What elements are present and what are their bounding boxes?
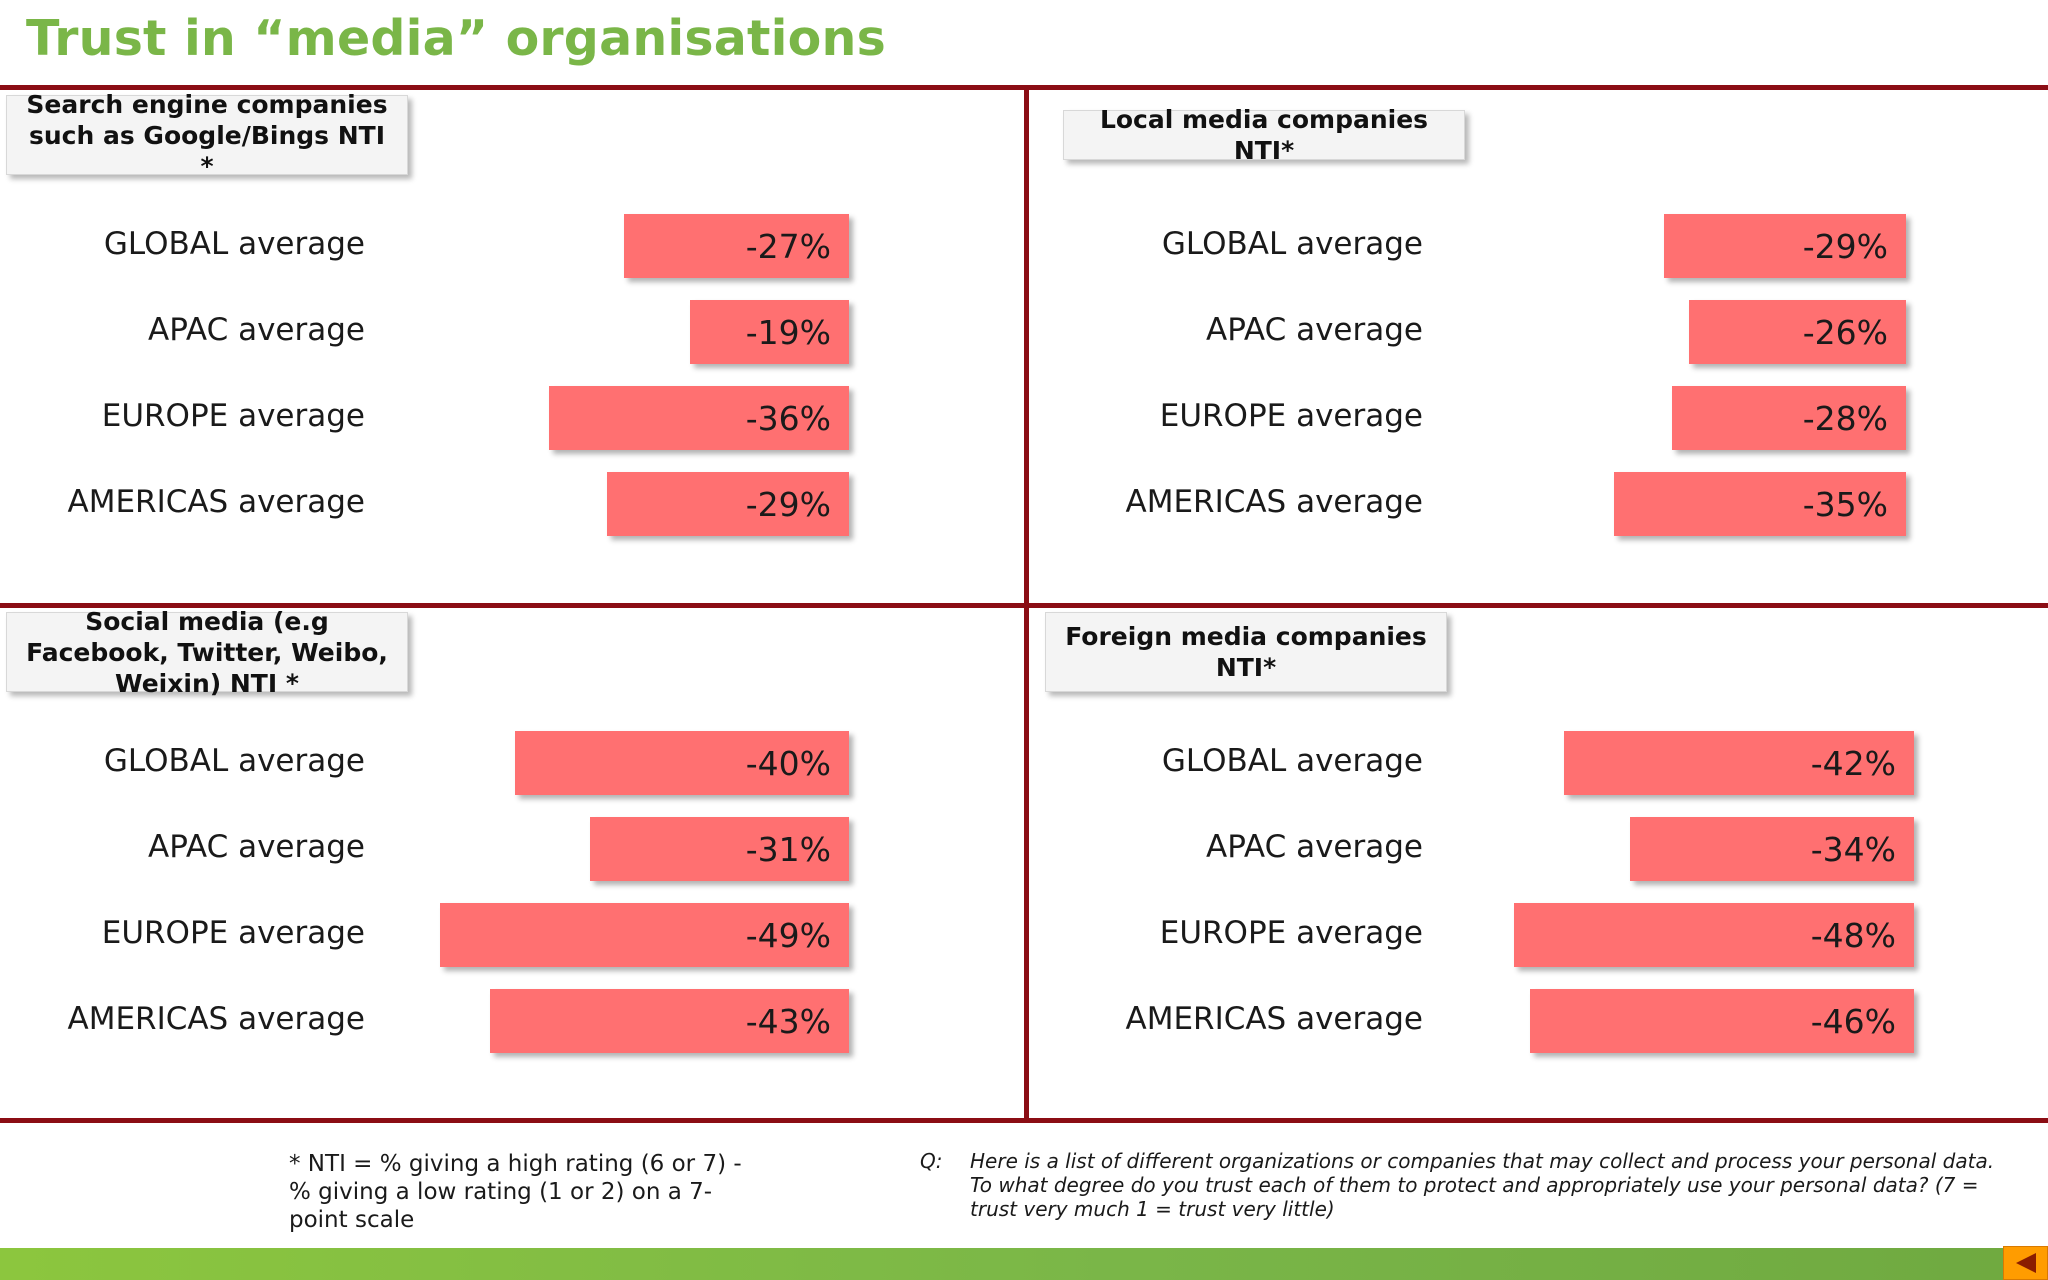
bar [1689, 300, 1906, 364]
footnote: * NTI = % giving a high rating (6 or 7) … [289, 1151, 742, 1233]
data-label: -34% [1810, 830, 1896, 869]
bar [690, 300, 849, 364]
chart-title: Social media (e.g Facebook, Twitter, Wei… [6, 607, 408, 698]
question-text: Here is a list of different organization… [970, 1149, 1995, 1221]
data-label: -40% [745, 744, 831, 783]
previous-slide-button[interactable] [2003, 1246, 2048, 1280]
category-label: APAC average [148, 829, 365, 865]
category-label: EUROPE average [101, 915, 365, 951]
bar [1513, 903, 1914, 967]
bar [1630, 817, 1914, 881]
prev-arrow-icon [2015, 1253, 2036, 1273]
rule-vertical [1024, 85, 1029, 1123]
data-label: -19% [745, 313, 831, 352]
bar [1614, 472, 1906, 536]
data-label: -48% [1810, 916, 1896, 955]
data-label: -26% [1802, 313, 1888, 352]
chart-title: Search engine companies such as Google/B… [6, 90, 408, 181]
category-label: APAC average [1206, 829, 1423, 865]
category-label: APAC average [148, 312, 365, 348]
data-label: -27% [745, 227, 831, 266]
category-label: EUROPE average [1159, 398, 1423, 434]
bar [490, 989, 849, 1053]
question-prefix: Q: [920, 1149, 943, 1173]
bar [440, 903, 849, 967]
category-label: AMERICAS average [1125, 484, 1423, 520]
data-label: -35% [1802, 485, 1888, 524]
category-label: EUROPE average [1159, 915, 1423, 951]
bar [1563, 731, 1914, 795]
data-label: -36% [745, 399, 831, 438]
bar [623, 214, 849, 278]
category-label: GLOBAL average [1161, 226, 1423, 262]
data-label: -46% [1810, 1002, 1896, 1041]
bar [1664, 214, 1906, 278]
chart-title: Foreign media companies NTI* [1045, 612, 1447, 692]
bar [1530, 989, 1914, 1053]
page-title: Trust in “media” organisations [26, 10, 886, 67]
bar [590, 817, 849, 881]
data-label: -29% [745, 485, 831, 524]
data-label: -28% [1802, 399, 1888, 438]
category-label: EUROPE average [101, 398, 365, 434]
category-label: GLOBAL average [103, 743, 365, 779]
category-label: GLOBAL average [1161, 743, 1423, 779]
category-label: AMERICAS average [67, 484, 365, 520]
chart-social-media: Social media (e.g Facebook, Twitter, Wei… [6, 607, 849, 1053]
category-label: GLOBAL average [103, 226, 365, 262]
bar [515, 731, 849, 795]
footer-band [0, 1248, 2048, 1280]
category-label: APAC average [1206, 312, 1423, 348]
data-label: -42% [1810, 744, 1896, 783]
category-label: AMERICAS average [1125, 1001, 1423, 1037]
bar [1672, 386, 1906, 450]
data-label: -43% [745, 1002, 831, 1041]
data-label: -49% [745, 916, 831, 955]
bar [548, 386, 849, 450]
chart-search-engines: Search engine companies such as Google/B… [6, 90, 849, 536]
category-label: AMERICAS average [67, 1001, 365, 1037]
bar [607, 472, 849, 536]
chart-title: Local media companies NTI* [1063, 105, 1465, 165]
data-label: -29% [1802, 227, 1888, 266]
data-label: -31% [745, 830, 831, 869]
